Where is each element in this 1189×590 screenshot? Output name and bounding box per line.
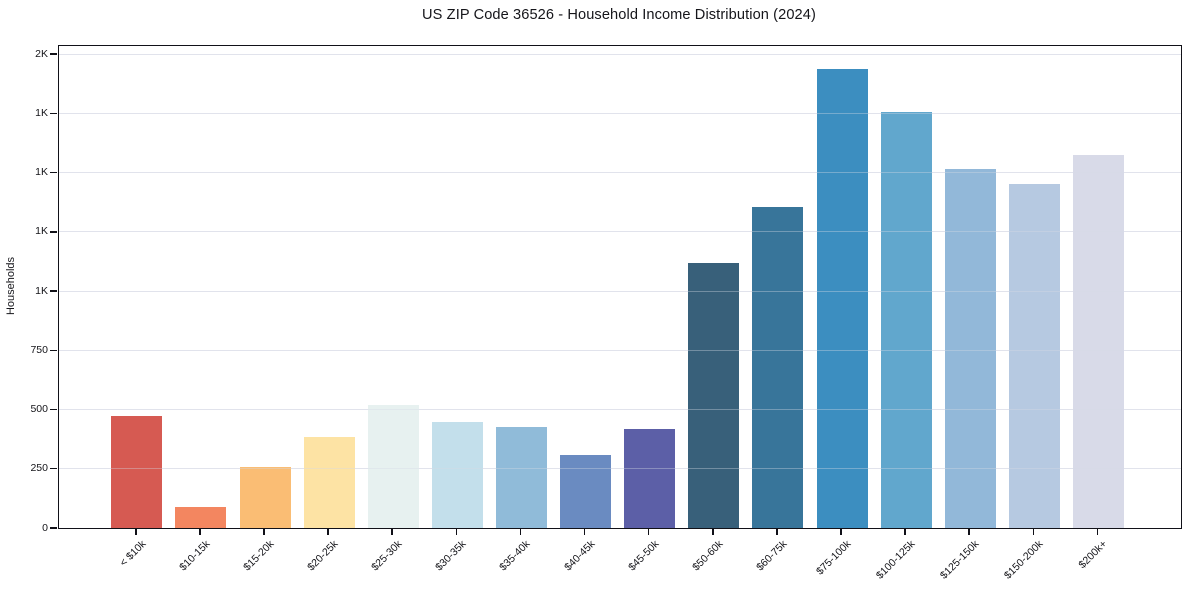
- x-tick-label: $60-75k: [754, 538, 790, 574]
- x-tick-label: $35-40k: [497, 538, 533, 574]
- x-tick-label: $45-50k: [625, 538, 662, 574]
- gridline-overlay: [59, 468, 1181, 470]
- x-tick-mark: [840, 528, 842, 535]
- y-tick-mark: [49, 467, 57, 470]
- x-tick-label: $10-15k: [177, 538, 213, 574]
- gridline: [59, 53, 1181, 55]
- bar-10k: [111, 415, 163, 528]
- y-tick-label: 1K: [35, 284, 48, 297]
- x-tick-mark: [647, 528, 650, 535]
- gridline: [59, 409, 1181, 411]
- x-tick-mark: [199, 528, 201, 535]
- x-tick-mark: [519, 528, 522, 535]
- bar-45-50k: [624, 429, 676, 528]
- x-tick-mark: [776, 528, 778, 535]
- x-tick-mark: [135, 528, 137, 535]
- gridline-overlay: [59, 349, 1181, 351]
- gridline: [59, 468, 1181, 470]
- x-tick-mark: [904, 528, 906, 535]
- x-tick-label: $100-125k: [874, 538, 918, 582]
- y-tick-label: 1K: [35, 225, 48, 238]
- x-tick-mark: [327, 528, 329, 535]
- x-tick-mark: [263, 528, 265, 535]
- x-tick-label: < $10k: [117, 538, 149, 569]
- bar-10-15k: [175, 507, 227, 528]
- y-tick-mark: [49, 527, 57, 529]
- gridline: [59, 172, 1181, 174]
- bar-35-40k: [495, 427, 547, 528]
- y-tick-label: 250: [30, 462, 48, 475]
- y-tick-label: 0: [42, 521, 48, 534]
- x-tick-label: $30-35k: [433, 538, 469, 574]
- y-tick-mark: [49, 408, 57, 411]
- y-tick-mark: [49, 112, 57, 115]
- bar-60-75k: [752, 206, 804, 528]
- bar-125-150k: [944, 169, 996, 528]
- bar-30-35k: [431, 422, 483, 528]
- gridline-overlay: [59, 172, 1181, 174]
- y-tick-label: 750: [30, 343, 48, 356]
- y-tick-label: 1K: [35, 107, 48, 119]
- x-tick-label: $200k+: [1076, 538, 1110, 572]
- y-tick-mark: [49, 53, 57, 55]
- chart-title: US ZIP Code 36526 - Household Income Dis…: [422, 7, 816, 23]
- bar-40-45k: [560, 454, 612, 528]
- gridline: [59, 349, 1181, 351]
- y-tick-label: 500: [30, 403, 48, 416]
- x-tick-mark: [391, 528, 393, 535]
- bar-25-30k: [367, 404, 419, 528]
- y-tick-mark: [49, 290, 57, 292]
- bar-100-125k: [880, 111, 932, 528]
- bar-200k: [1072, 155, 1124, 528]
- gridline: [59, 231, 1181, 233]
- gridline-overlay: [59, 409, 1181, 411]
- y-tick-mark: [49, 171, 57, 174]
- y-tick-label: 2K: [35, 47, 48, 60]
- bar-150-200k: [1008, 183, 1060, 528]
- x-tick-label: $25-30k: [369, 538, 405, 574]
- gridline-overlay: [59, 290, 1181, 292]
- gridline: [59, 290, 1181, 292]
- x-tick-label: $15-20k: [241, 538, 277, 574]
- y-tick-mark: [49, 231, 57, 233]
- x-tick-mark: [968, 528, 970, 535]
- gridline-overlay: [59, 53, 1181, 55]
- bar-75-100k: [816, 68, 868, 528]
- bar-20-25k: [303, 436, 355, 528]
- bar-50-60k: [688, 262, 740, 528]
- x-tick-label: $125-150k: [938, 538, 982, 582]
- plot-area: [58, 45, 1182, 529]
- x-tick-label: $40-45k: [561, 538, 598, 574]
- x-tick-mark: [1096, 528, 1099, 535]
- gridline-overlay: [59, 231, 1181, 233]
- bar-15-20k: [239, 467, 291, 528]
- y-tick-label: 1K: [35, 166, 48, 179]
- x-tick-label: $75-100k: [814, 538, 854, 578]
- x-tick-mark: [583, 528, 586, 535]
- x-tick-mark: [712, 528, 714, 535]
- x-tick-mark: [1032, 528, 1035, 535]
- x-tick-label: $20-25k: [305, 538, 341, 574]
- x-tick-label: $50-60k: [689, 538, 726, 574]
- x-tick-label: $150-200k: [1002, 538, 1046, 582]
- y-tick-mark: [49, 349, 57, 352]
- gridline-overlay: [59, 113, 1181, 114]
- x-tick-mark: [455, 528, 458, 535]
- gridline: [59, 113, 1181, 114]
